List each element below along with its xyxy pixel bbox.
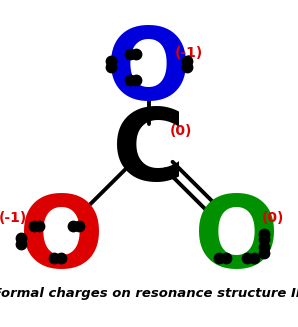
- Text: O: O: [19, 192, 104, 289]
- Text: (-1): (-1): [174, 45, 203, 60]
- Text: (-1): (-1): [0, 211, 27, 225]
- Text: (0): (0): [170, 124, 192, 138]
- Text: (0): (0): [262, 211, 284, 225]
- Text: Formal charges on resonance structure III: Formal charges on resonance structure II…: [0, 287, 298, 300]
- Text: C: C: [112, 105, 186, 202]
- Text: O: O: [106, 25, 192, 121]
- Text: O: O: [194, 192, 279, 289]
